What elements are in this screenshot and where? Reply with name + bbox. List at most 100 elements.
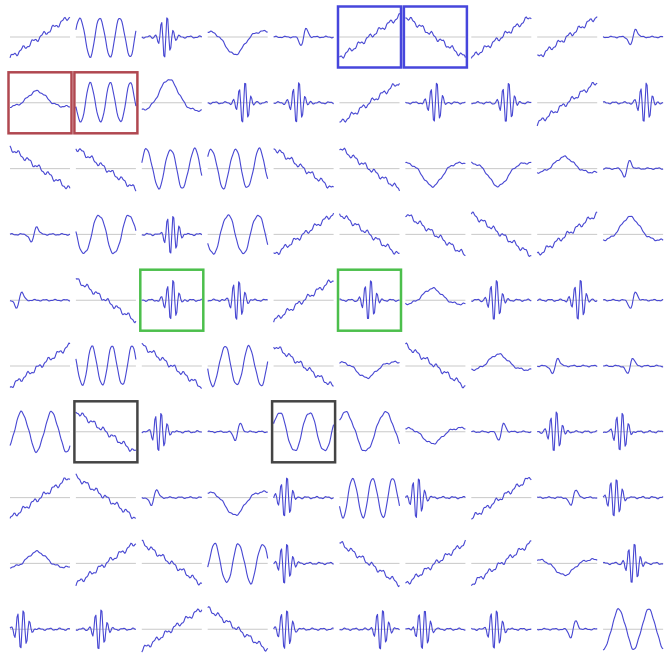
sparkline-cell [602,215,664,242]
sparkline-cell [207,214,269,255]
sparkline-cell [273,279,334,323]
sparkline-curve [404,478,466,518]
sparkline-cell [471,422,532,441]
sparkline-cell [10,89,71,109]
sparkline-cell [75,345,137,386]
sparkline-curve [273,279,334,323]
sparkline-curve [471,280,532,320]
sparkline-curve [537,16,598,58]
sparkline-curve [602,28,664,46]
sparkline-curve [603,358,664,374]
sparkline-curve [405,287,466,306]
sparkline-cell [405,287,466,306]
sparkline-curve [141,216,203,254]
sparkline-cell [470,161,532,188]
sparkline-cell [339,610,400,650]
sparkline-cell [602,543,664,583]
sparkline-curve [141,342,203,389]
sparkline-cell [141,608,203,653]
sparkline-curve [9,549,70,569]
sparkline-cell [273,544,334,584]
sparkline-cell [602,28,664,46]
sparkline-cell [75,148,137,192]
sparkline-curve [602,479,664,517]
highlight-box-green [139,268,205,332]
sparkline-cell [9,477,71,519]
sparkline-curve [273,82,334,123]
sparkline-curve [537,489,598,506]
sparkline-curve [405,610,466,649]
sparkline-curve [207,606,269,652]
sparkline-curve [75,609,136,650]
sparkline-cell [405,16,466,58]
sparkline-curve [470,211,532,258]
highlight-box-blue [336,5,403,69]
sparkline-cell [405,82,466,122]
sparkline-curve [75,277,137,324]
sparkline-curve [273,148,334,189]
sparkline-curve [75,345,137,386]
sparkline-cell [9,549,70,569]
sparkline-cell [603,358,664,374]
sparkline-curve [75,148,137,192]
sparkline-cell [273,346,334,387]
sparkline-cell [141,412,202,451]
sparkline-curve [141,608,203,653]
sparkline-curve [471,476,532,520]
sparkline-curve [207,542,269,585]
sparkline-cell [273,477,334,517]
sparkline-curve [536,81,598,127]
sparkline-cell [339,83,400,123]
sparkline-cell [207,542,269,585]
sparkline-cell [470,540,532,586]
sparkline-curve [537,357,598,375]
sparkline-cell [405,539,466,585]
sparkline-curve [602,82,664,122]
sparkline-curve [141,147,203,190]
sparkline-cell [141,539,203,586]
sparkline-cell [405,342,466,389]
sparkline-curve [9,226,71,243]
sparkline-cell [339,541,400,588]
highlight-box-blue [402,5,469,69]
sparkline-curve [339,541,400,588]
sparkline-curve [9,291,71,309]
sparkline-cell [141,216,203,254]
sparkline-cell [207,422,268,441]
sparkline-curve [207,490,268,516]
sparkline-cell [75,542,137,587]
sparkline-cell [602,412,664,451]
sparkline-cell [536,211,598,256]
sparkline-cell [9,16,71,58]
sparkline-curve [471,422,532,441]
sparkline-curve [273,477,334,517]
sparkline-curve [339,83,400,123]
sparkline-cell [602,291,664,309]
sparkline-curve [75,411,136,452]
sparkline-cell [9,342,71,389]
sparkline-curve [141,17,203,58]
sparkline-curve [471,82,532,122]
sparkline-curve [405,214,466,257]
sparkline-curve [470,161,532,188]
sparkline-curve [602,159,664,178]
sparkline-curve [405,426,466,445]
sparkline-curve [273,544,334,584]
sparkline-curve [9,16,71,58]
sparkline-curve [75,214,137,255]
sparkline-curve [470,16,532,59]
sparkline-curve [471,353,532,372]
sparkline-curve [273,610,334,649]
sparkline-cell [75,81,137,123]
sparkline-curve [602,543,664,583]
sparkline-cell [404,478,466,518]
sparkline-curve [405,82,466,122]
sparkline-cell [141,342,203,389]
sparkline-cell [471,82,532,122]
sparkline-curve [536,155,598,174]
sparkline-curve [273,412,335,452]
sparkline-curve [338,213,400,255]
sparkline-cell [9,226,71,243]
sparkline-curve [405,539,466,585]
